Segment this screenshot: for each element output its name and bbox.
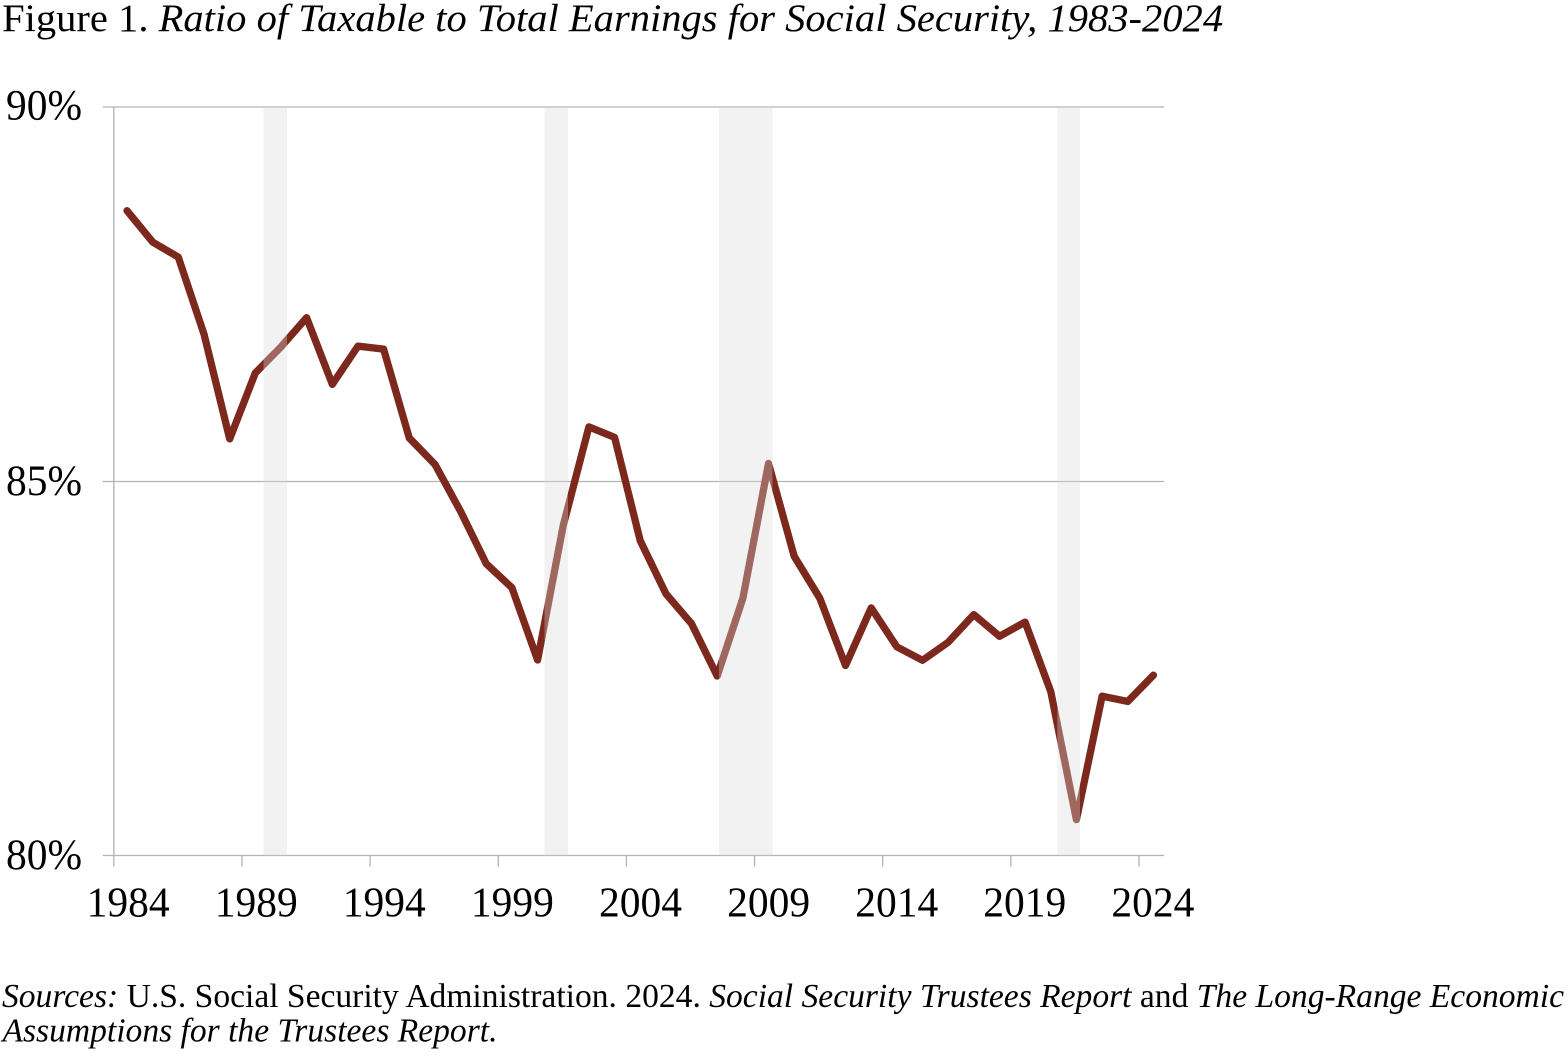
svg-text:2004: 2004 xyxy=(599,880,682,927)
svg-text:Figure 1. Ratio of Taxable to: Figure 1. Ratio of Taxable to Total Earn… xyxy=(2,0,1223,40)
svg-text:2014: 2014 xyxy=(855,880,938,927)
svg-text:Assumptions for the Trustees R: Assumptions for the Trustees Report. xyxy=(1,1012,498,1049)
svg-text:2019: 2019 xyxy=(983,880,1066,927)
svg-text:80%: 80% xyxy=(6,832,82,879)
svg-text:2009: 2009 xyxy=(727,880,810,927)
svg-text:2024: 2024 xyxy=(1111,880,1194,927)
svg-text:1984: 1984 xyxy=(87,880,170,927)
svg-text:Sources: U.S. Social Security: Sources: U.S. Social Security Administra… xyxy=(2,978,1564,1015)
svg-text:1994: 1994 xyxy=(343,880,426,927)
svg-text:90%: 90% xyxy=(6,83,82,130)
svg-text:1989: 1989 xyxy=(215,880,298,927)
svg-text:1999: 1999 xyxy=(471,880,554,927)
svg-text:85%: 85% xyxy=(6,458,82,505)
